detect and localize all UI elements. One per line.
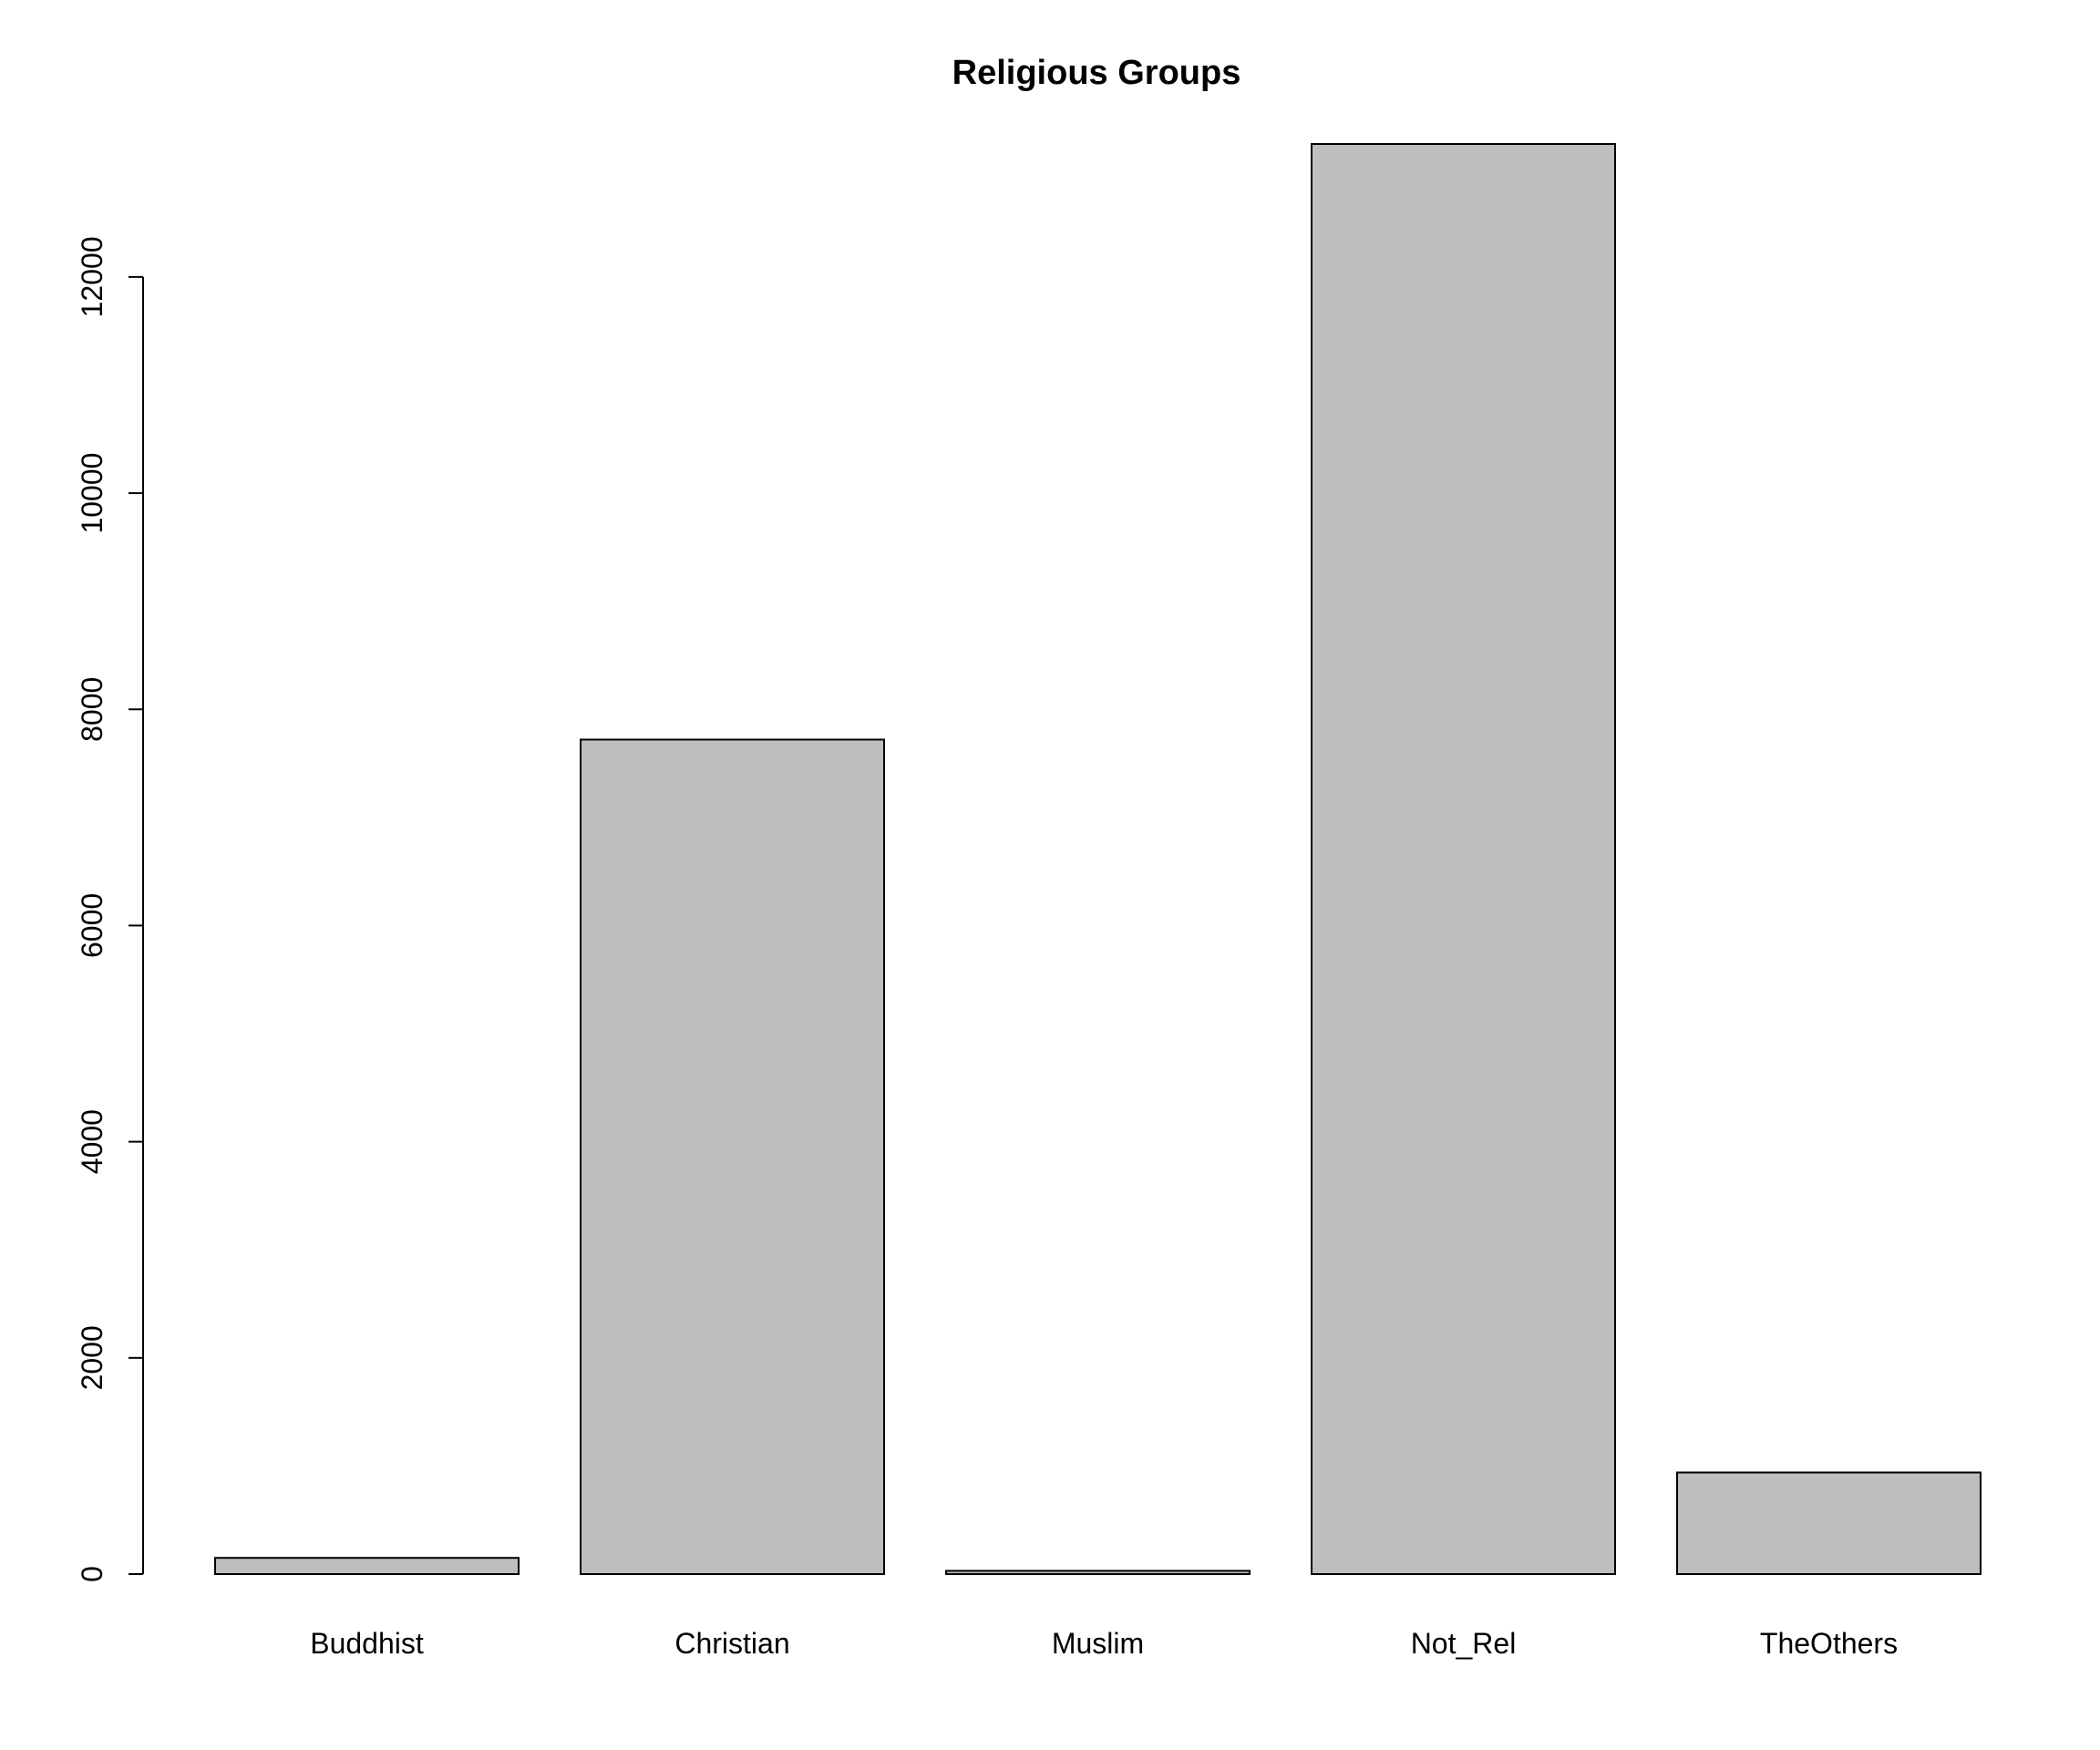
- x-tick-label: Christian: [674, 1627, 789, 1660]
- x-axis-labels: Buddhist Christian Muslim Not_Rel TheOthers: [310, 1627, 1898, 1660]
- y-tick-label: 4000: [76, 1109, 108, 1174]
- y-axis: 0 2000 4000 6000 8000 10000 12000: [76, 236, 144, 1582]
- x-tick-label: TheOthers: [1760, 1627, 1898, 1660]
- x-tick-label: Not_Rel: [1411, 1627, 1517, 1660]
- bar-buddhist: [214, 1557, 520, 1576]
- x-tick-label: Buddhist: [310, 1627, 424, 1660]
- y-tick-label: 6000: [76, 893, 108, 958]
- y-tick-label: 8000: [76, 677, 108, 742]
- bars-group: [214, 143, 1982, 1576]
- x-tick-label: Muslim: [1052, 1627, 1144, 1660]
- bar-not-rel: [1311, 143, 1616, 1575]
- y-tick-label: 12000: [76, 236, 108, 317]
- y-tick-label: 10000: [76, 453, 108, 534]
- bar-muslim: [945, 1570, 1251, 1575]
- bar-christian: [580, 738, 885, 1575]
- chart-title: Religious Groups: [952, 54, 1241, 92]
- bar-theothers: [1676, 1471, 1982, 1575]
- y-tick-label: 2000: [76, 1325, 108, 1390]
- y-tick-label: 0: [76, 1566, 108, 1582]
